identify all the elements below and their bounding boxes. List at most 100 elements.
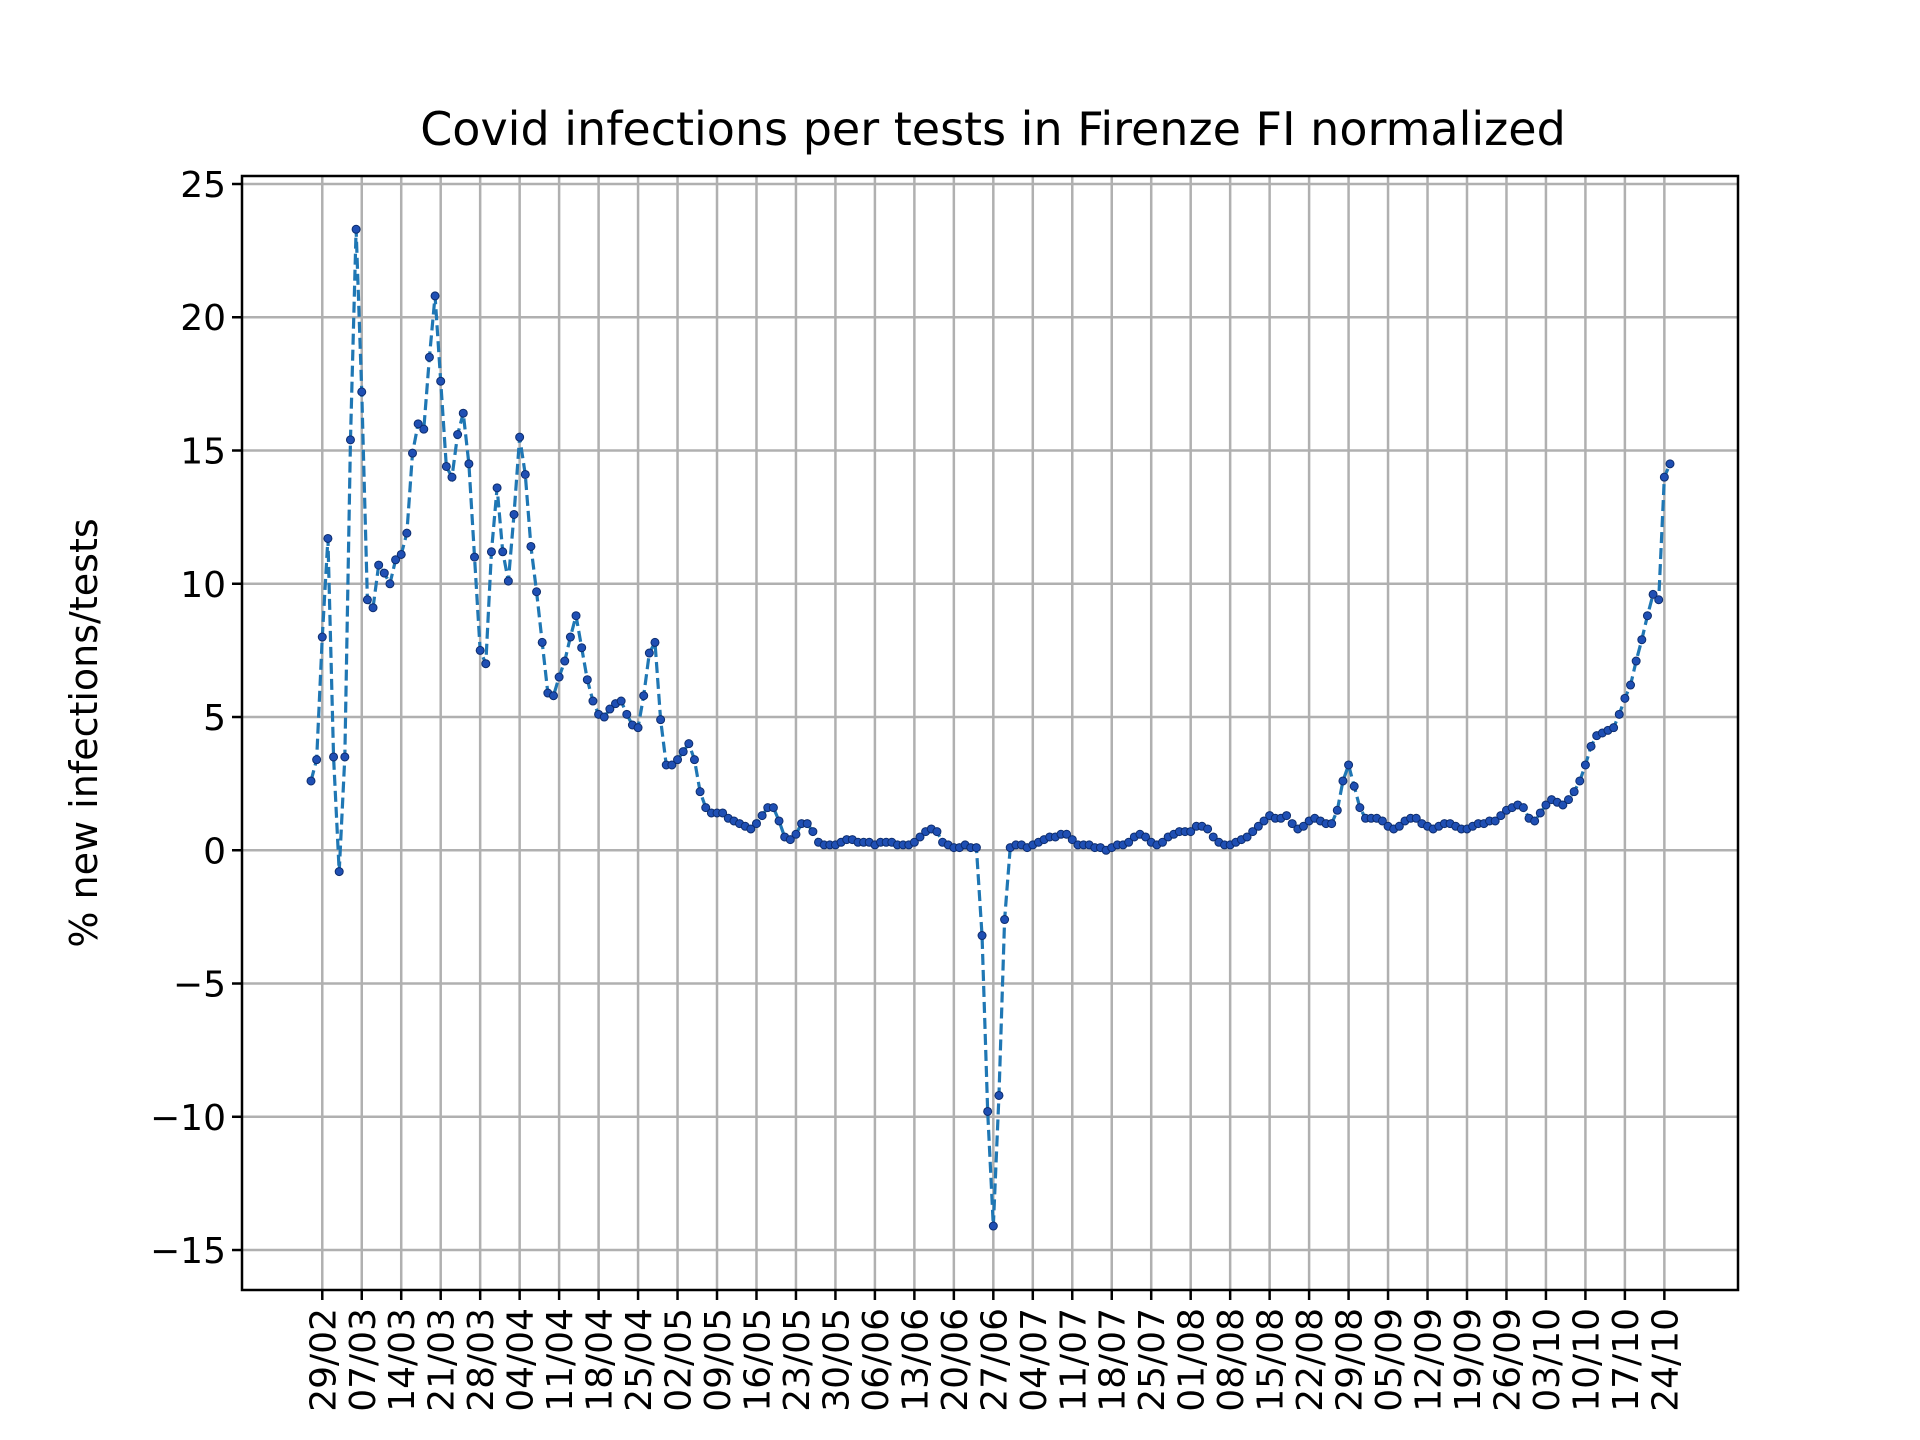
data-point xyxy=(1248,827,1258,837)
data-point xyxy=(345,435,355,445)
x-tick-label: 01/08 xyxy=(1172,1308,1213,1412)
data-point xyxy=(718,808,728,818)
data-point xyxy=(1659,472,1669,482)
x-tick-label: 03/10 xyxy=(1527,1308,1568,1412)
data-point xyxy=(1586,741,1596,751)
data-point xyxy=(1665,459,1675,469)
data-point xyxy=(1242,832,1252,842)
data-point xyxy=(312,755,322,765)
data-point xyxy=(1631,656,1641,666)
data-point xyxy=(616,696,626,706)
data-point xyxy=(537,637,547,647)
data-point xyxy=(605,704,615,714)
x-tick-label: 11/04 xyxy=(540,1308,581,1412)
data-point xyxy=(1626,680,1636,690)
data-point xyxy=(644,648,654,658)
data-point xyxy=(475,645,485,655)
y-tick-label: −15 xyxy=(150,1231,226,1272)
data-point xyxy=(441,461,451,471)
data-point xyxy=(340,752,350,762)
data-point xyxy=(582,675,592,685)
x-tick-label: 18/07 xyxy=(1093,1308,1134,1412)
data-point xyxy=(791,829,801,839)
x-tick-label: 07/03 xyxy=(343,1308,384,1412)
x-tick-label: 23/05 xyxy=(777,1308,818,1412)
x-tick-label: 15/08 xyxy=(1251,1308,1292,1412)
data-point xyxy=(1535,808,1545,818)
data-point xyxy=(1642,611,1652,621)
plot-area xyxy=(240,174,1740,1292)
x-axis-ticks: 29/0207/0314/0321/0328/0304/0411/0418/04… xyxy=(303,1290,1686,1412)
data-point xyxy=(329,752,339,762)
data-point xyxy=(1141,832,1151,842)
data-point xyxy=(526,541,536,551)
data-point xyxy=(560,656,570,666)
data-point xyxy=(689,755,699,765)
chart-title: Covid infections per tests in Firenze FI… xyxy=(420,102,1566,156)
data-point xyxy=(757,811,767,821)
data-point xyxy=(774,816,784,826)
data-point xyxy=(1355,803,1365,813)
axes-frame xyxy=(240,174,1740,1292)
x-tick-label: 29/08 xyxy=(1330,1308,1371,1412)
data-point xyxy=(532,587,542,597)
data-point xyxy=(464,459,474,469)
data-point xyxy=(1654,595,1664,605)
data-point xyxy=(1580,760,1590,770)
data-point xyxy=(1648,589,1658,599)
data-point xyxy=(357,387,367,397)
x-tick-label: 06/06 xyxy=(856,1308,897,1412)
data-point xyxy=(1344,760,1354,770)
data-point xyxy=(1349,781,1359,791)
data-point xyxy=(994,1090,1004,1100)
series-layer xyxy=(306,224,1675,1231)
y-tick-label: 20 xyxy=(180,298,226,339)
x-tick-label: 17/10 xyxy=(1606,1308,1647,1412)
data-point xyxy=(983,1106,993,1116)
data-point xyxy=(1563,795,1573,805)
data-point xyxy=(1259,816,1269,826)
data-point xyxy=(1062,829,1072,839)
data-point xyxy=(436,376,446,386)
data-point xyxy=(971,843,981,853)
data-point xyxy=(1558,800,1568,810)
data-point xyxy=(577,643,587,653)
data-point xyxy=(1569,787,1579,797)
x-tick-label: 24/10 xyxy=(1645,1308,1686,1412)
data-point xyxy=(424,352,434,362)
data-point xyxy=(1377,816,1387,826)
x-tick-label: 25/07 xyxy=(1132,1308,1173,1412)
data-point xyxy=(453,430,463,440)
x-tick-label: 09/05 xyxy=(698,1308,739,1412)
data-point xyxy=(977,931,987,941)
data-point xyxy=(317,632,327,642)
data-point xyxy=(1282,811,1292,821)
data-point xyxy=(509,509,519,519)
x-tick-label: 12/09 xyxy=(1409,1308,1450,1412)
data-point xyxy=(402,528,412,538)
data-point xyxy=(785,835,795,845)
data-point xyxy=(323,533,333,543)
y-tick-label: 5 xyxy=(203,698,226,739)
x-tick-label: 20/06 xyxy=(935,1308,976,1412)
data-point xyxy=(701,803,711,813)
data-point xyxy=(1287,819,1297,829)
data-point xyxy=(571,611,581,621)
x-tick-label: 21/03 xyxy=(422,1308,463,1412)
data-point xyxy=(1530,816,1540,826)
data-point xyxy=(1411,813,1421,823)
data-point xyxy=(379,568,389,578)
data-point xyxy=(1253,821,1263,831)
data-point xyxy=(1394,821,1404,831)
x-tick-label: 18/04 xyxy=(580,1308,621,1412)
data-point xyxy=(1203,824,1213,834)
data-point xyxy=(520,469,530,479)
data-point xyxy=(656,715,666,725)
data-point xyxy=(932,827,942,837)
x-tick-label: 22/08 xyxy=(1290,1308,1331,1412)
x-tick-label: 27/06 xyxy=(974,1308,1015,1412)
data-point xyxy=(351,224,361,234)
y-tick-label: −10 xyxy=(150,1098,226,1139)
data-point xyxy=(988,1221,998,1231)
